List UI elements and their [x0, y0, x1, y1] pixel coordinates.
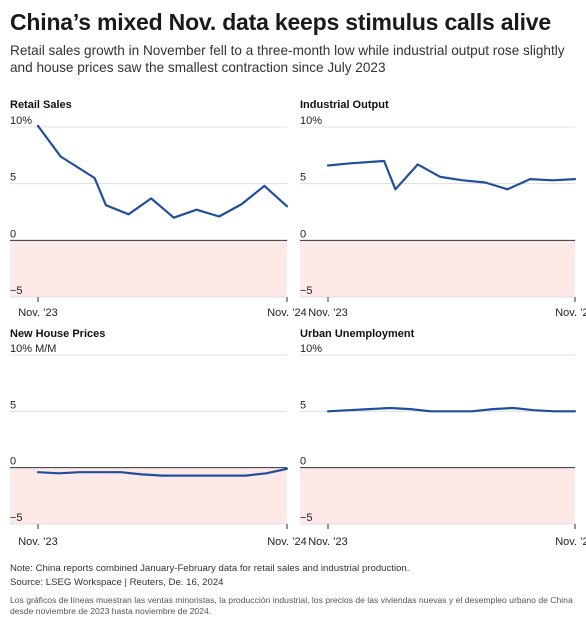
panel-title-industrial-output: Industrial Output	[300, 99, 389, 111]
y-tick-label: 5	[10, 399, 16, 411]
x-tick-label: Nov. ’23	[18, 536, 58, 548]
panel-title-retail-sales: Retail Sales	[10, 99, 72, 111]
negative-band	[10, 240, 287, 297]
source-line: Source: LSEG Workspace | Reuters, De. 16…	[10, 577, 224, 588]
panel-title-new-house-prices: New House Prices	[10, 328, 106, 340]
x-tick-label: Nov. ’24	[267, 307, 307, 319]
x-tick-label: Nov. ’23	[308, 536, 348, 548]
x-tick-label: Nov. ’23	[18, 307, 58, 319]
negative-band	[300, 240, 575, 297]
y-tick-label: −5	[300, 285, 313, 297]
series-line	[326, 159, 577, 191]
negative-band	[300, 467, 575, 524]
y-tick-label: 0	[10, 456, 16, 468]
y-tick-label: −5	[10, 285, 23, 297]
x-tick-label: Nov. ’24	[555, 307, 586, 319]
y-tick-label: 0	[10, 228, 16, 240]
x-tick-label: Nov. ’23	[308, 307, 348, 319]
x-tick-label: Nov. ’24	[267, 536, 307, 548]
y-tick-label: 5	[10, 172, 16, 184]
y-tick-label: 10%	[300, 343, 322, 355]
y-tick-label: 0	[300, 456, 306, 468]
y-tick-label: 5	[300, 172, 306, 184]
negative-band	[10, 467, 287, 524]
panel-title-urban-unemployment: Urban Unemployment	[300, 328, 415, 340]
series-line	[326, 406, 577, 413]
y-tick-label: 10% M/M	[10, 343, 56, 355]
x-tick-label: Nov. ’24	[555, 536, 586, 548]
y-tick-label: 10%	[10, 115, 32, 127]
chart-title: China’s mixed Nov. data keeps stimulus c…	[10, 9, 551, 35]
chart-subtitle: Retail sales growth in November fell to …	[10, 43, 565, 75]
alt-caption: Los gráficos de líneas muestran las vent…	[10, 595, 573, 616]
y-tick-label: 0	[300, 228, 306, 240]
footnote: Note: China reports combined January-Feb…	[10, 563, 410, 574]
series-line	[36, 124, 289, 219]
y-tick-label: −5	[10, 512, 23, 524]
y-tick-label: 5	[300, 399, 306, 411]
series-line	[36, 467, 289, 477]
y-tick-label: −5	[300, 512, 313, 524]
y-tick-label: 10%	[300, 115, 322, 127]
